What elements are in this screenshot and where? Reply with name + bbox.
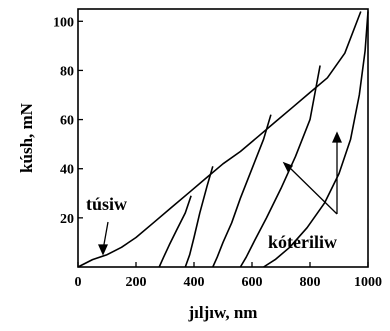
y-axis-label: kúsh, mN — [17, 102, 36, 173]
series-unloading-curve-2 — [184, 166, 214, 268]
tick-marks — [77, 20, 369, 267]
x-tick-label: 800 — [300, 275, 321, 290]
x-tick-label: 1000 — [354, 275, 382, 290]
arrow-unloading-2-head — [331, 131, 343, 143]
series-loading-curve — [77, 11, 362, 268]
x-axis-label: jıljıw, nm — [188, 303, 258, 322]
y-tick-label: 100 — [53, 15, 74, 30]
annotation-loading: túsiw — [86, 194, 127, 214]
series-unloading-curve-1 — [158, 195, 192, 268]
x-tick-label: 400 — [184, 275, 205, 290]
plot-frame — [77, 8, 369, 268]
arrow-unloading-1 — [287, 165, 338, 215]
x-tick-label: 200 — [126, 275, 147, 290]
x-tick-label: 0 — [75, 275, 82, 290]
series-unloading-curve-4 — [239, 65, 321, 268]
x-tick-labels: 0 200 400 600 800 1000 — [75, 275, 383, 290]
arrow-loading-head — [97, 244, 109, 256]
arrow-unloading-1-head — [282, 161, 294, 173]
series-unloading-curve-3 — [212, 114, 272, 268]
annotation-arrows — [97, 131, 343, 256]
y-tick-label: 60 — [60, 114, 74, 129]
series-layer — [77, 11, 369, 268]
y-tick-label: 40 — [60, 163, 74, 178]
annotation-unloading: kóteriliw — [268, 232, 337, 252]
x-tick-label: 600 — [242, 275, 263, 290]
y-tick-label: 20 — [60, 212, 74, 227]
series-unloading-curve-5 — [263, 11, 369, 268]
y-tick-label: 80 — [60, 64, 74, 79]
y-tick-labels: 20 40 60 80 100 — [53, 15, 74, 227]
